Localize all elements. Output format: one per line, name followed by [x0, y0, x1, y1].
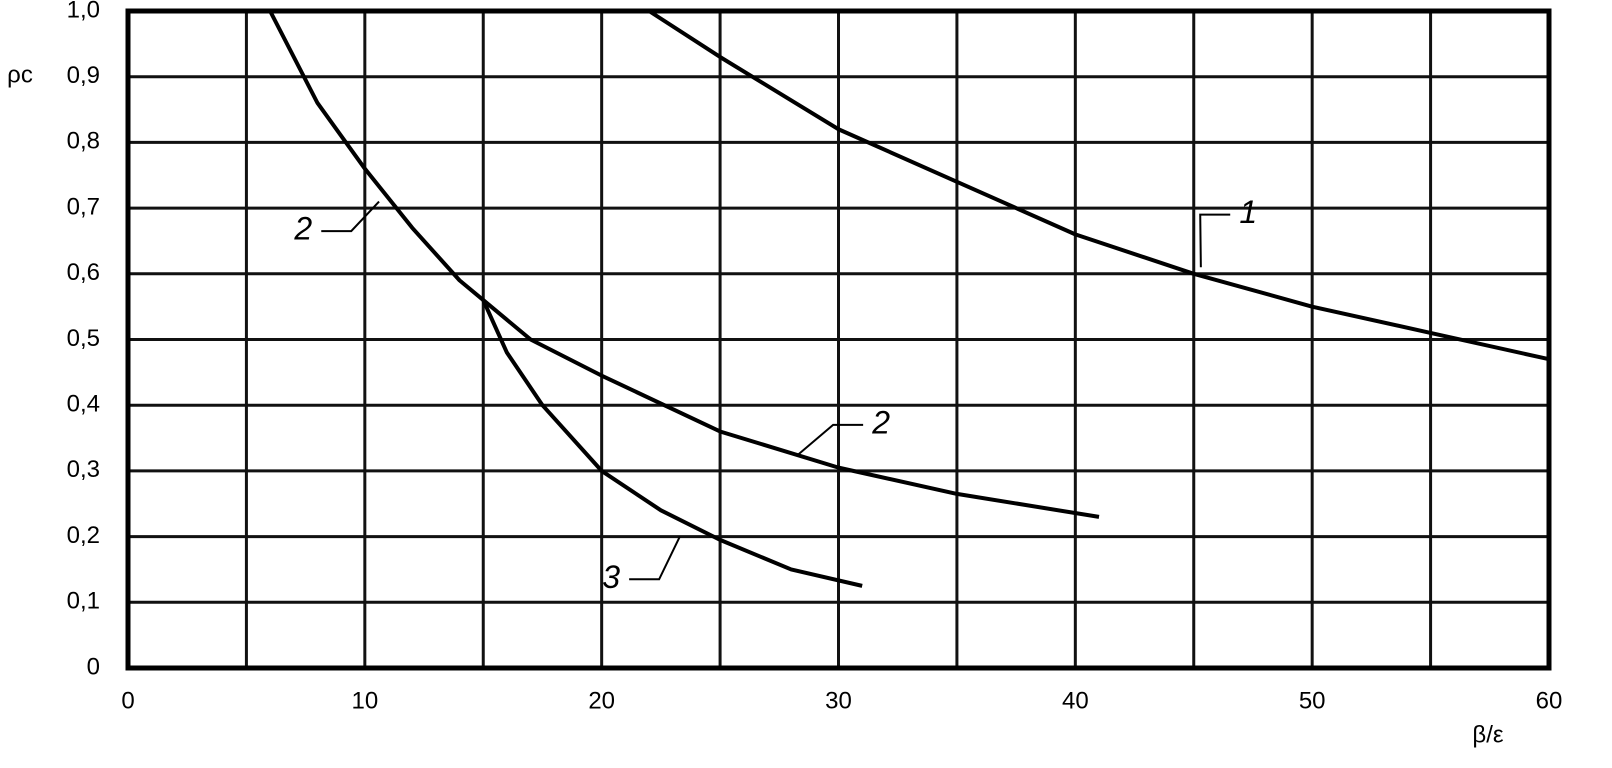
y-tick-label: 0,6 [67, 259, 100, 286]
x-tick-label: 0 [121, 687, 134, 714]
y-tick-label: 0,2 [67, 522, 100, 549]
plot-frame [125, 8, 1552, 671]
annotation: 1 [1239, 194, 1257, 230]
annotation: 2 [871, 404, 890, 440]
x-tick-label: 60 [1536, 687, 1563, 714]
leader-line [797, 423, 864, 456]
y-tick-label: 0,9 [67, 62, 100, 89]
y-tick-label: 1,0 [67, 0, 100, 23]
x-tick-label: 40 [1062, 687, 1089, 714]
y-tick-label: 0 [87, 653, 100, 680]
y-tick-label: 0,4 [67, 391, 100, 418]
annotation: 2 [293, 211, 312, 247]
x-tick-label: 30 [825, 687, 852, 714]
y-tick-label: 0,7 [67, 193, 100, 220]
leader-line [321, 200, 380, 233]
line [647, 9, 1550, 362]
x-tick-label: 20 [588, 687, 615, 714]
y-tick-label: 0,3 [67, 456, 100, 483]
x-tick-label: 10 [351, 687, 378, 714]
leader-line [1199, 213, 1231, 268]
y-axis-label: ρc [7, 61, 33, 88]
line [268, 10, 1100, 519]
y-tick-label: 0,8 [67, 128, 100, 155]
y-tick-label: 0,1 [67, 588, 100, 615]
line [481, 299, 863, 588]
leader-line [629, 536, 681, 581]
x-tick-label: 50 [1299, 687, 1326, 714]
y-tick-label: 0,5 [67, 325, 100, 352]
x-axis-label: β/ε [1472, 721, 1503, 748]
annotation: 3 [602, 559, 620, 595]
